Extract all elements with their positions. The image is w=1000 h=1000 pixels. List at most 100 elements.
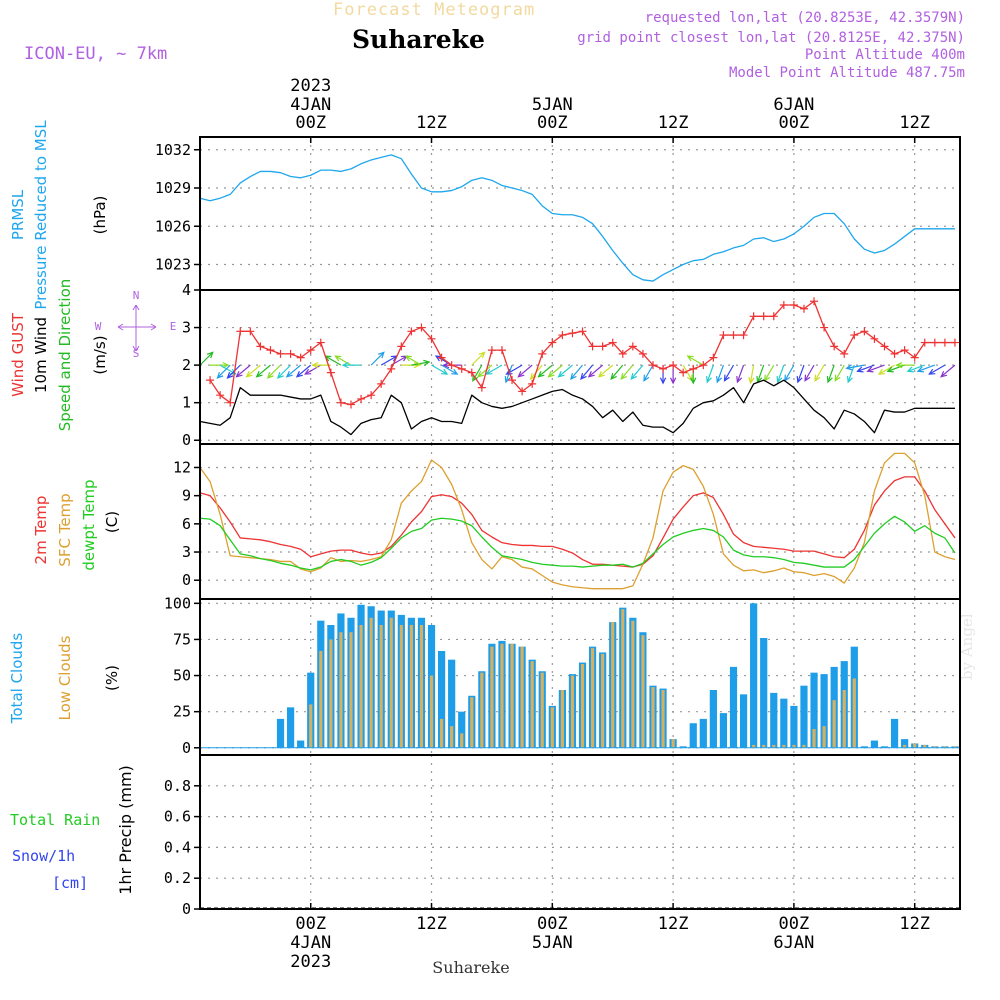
bottom-station-label: Suhareke (432, 958, 509, 977)
wind-direction-arrow (716, 364, 725, 383)
gust-marker (226, 398, 235, 407)
y-tick-label: 0 (182, 739, 191, 757)
gust-marker (548, 338, 557, 347)
total-cloud-bar (297, 740, 305, 748)
wind-direction-arrow (784, 364, 795, 382)
wind-direction-arrow (256, 364, 271, 378)
wind-direction-arrow (236, 364, 251, 378)
bottom-time-label: 00Z (295, 914, 326, 934)
gust-marker (326, 368, 335, 377)
wind-arrow-head (814, 374, 821, 382)
wind-direction-arrow (630, 364, 644, 380)
wind-direction-arrow (441, 364, 458, 375)
low-cloud-bar (852, 678, 856, 748)
y-tick-label: 0.6 (164, 808, 191, 826)
gust-marker (256, 342, 265, 351)
wind-direction-arrow (518, 364, 533, 378)
low-cloud-bar (540, 672, 544, 748)
gust-marker (729, 331, 738, 340)
wind-direction-arrow (847, 364, 855, 383)
wind-arrow-head (276, 371, 284, 379)
wind-arrow-head (341, 361, 349, 369)
gust-marker (870, 334, 879, 343)
total-cloud-bar (880, 746, 889, 748)
wind-direction-arrow (620, 364, 634, 380)
y-tick-label: 1023 (155, 256, 191, 274)
gust-marker (749, 312, 758, 321)
wind-arrow-head (895, 361, 903, 369)
gust-marker (528, 379, 537, 388)
gust-marker (407, 327, 416, 336)
wind-direction-arrow (834, 364, 845, 382)
wind-direction-arrow (304, 364, 322, 375)
wind-arrow-head (570, 372, 577, 380)
low-cloud-bar (309, 704, 313, 748)
low-cloud-bar (913, 743, 917, 748)
sfc-temp-label: SFC Temp (56, 493, 74, 566)
wind-direction-arrow (296, 364, 312, 378)
gust-marker (296, 353, 305, 362)
low-cloud-bar (379, 625, 383, 748)
gust-label: Wind GUST (9, 312, 27, 397)
dewpoint-label: dewpt Temp (80, 479, 98, 570)
grid-coords: grid point closest lon,lat (20.8125E, 42… (577, 30, 965, 46)
dewpoint-line (199, 515, 956, 571)
wind-direction-arrow (246, 364, 261, 378)
gust-marker (890, 349, 899, 358)
wind-arrow-head (485, 368, 493, 375)
rain-label: Total Rain (10, 811, 100, 829)
low-cloud-bar (570, 675, 575, 748)
wind-arrow-head (255, 370, 263, 378)
low-cloud-bar (832, 700, 836, 748)
wind-direction-arrow (643, 364, 654, 382)
gust-marker (508, 376, 517, 385)
wind-direction-arrow (777, 364, 785, 383)
wind-arrow-head (206, 351, 214, 359)
bottom-time-label: 00Z (537, 914, 568, 934)
wind-arrow-head (334, 355, 342, 362)
wind-arrow-head (804, 374, 811, 382)
total-cloud-bar (709, 690, 717, 748)
gust-marker (900, 346, 909, 355)
gust-marker (709, 353, 718, 362)
model-label: ICON-EU, ~ 7km (24, 44, 168, 64)
wind-arrow-head (748, 376, 755, 385)
gust-marker (216, 391, 225, 400)
wind-direction-arrow (380, 355, 398, 366)
wind-arrow-head (916, 366, 924, 373)
wind-direction-arrow (477, 364, 493, 378)
wind-arrow-head (716, 376, 723, 384)
low-cloud-bar (641, 635, 645, 748)
wind-arrow-head (547, 370, 555, 378)
gust-marker (769, 312, 778, 321)
temp-unit-label: (C) (103, 511, 121, 533)
wind-direction-arrow (286, 364, 302, 378)
y-tick-label: 4 (182, 281, 191, 299)
y-tick-label: 6 (182, 515, 191, 533)
low-cloud-bar (661, 690, 665, 748)
station-title: Suhareke (352, 25, 485, 54)
gust-marker (598, 342, 607, 351)
gust-marker (679, 368, 688, 377)
wind-direction-arrow (325, 355, 342, 366)
low-cloud-bar (802, 744, 806, 748)
low-cloud-bar (339, 632, 343, 748)
gust-marker (880, 342, 889, 351)
gust-marker (518, 387, 527, 396)
wind-direction-arrow (857, 364, 875, 372)
wind-direction-arrow (887, 364, 905, 372)
top-time-label: 12Z (658, 113, 689, 133)
panel-frame (199, 136, 961, 291)
gust-marker (437, 353, 446, 362)
gust-marker (669, 361, 678, 370)
chart-supertitle: Forecast Meteogram (333, 0, 536, 20)
wind-direction-arrow (431, 364, 448, 375)
wind-direction-arrow (405, 355, 422, 366)
gust-marker (367, 391, 376, 400)
wind-arrow-head (311, 361, 319, 369)
low-cloud-bar (480, 672, 484, 748)
wind-arrow-head (643, 374, 650, 382)
low-cloud-bar (762, 744, 766, 748)
gust-marker (950, 338, 959, 347)
gust-marker (830, 342, 839, 351)
